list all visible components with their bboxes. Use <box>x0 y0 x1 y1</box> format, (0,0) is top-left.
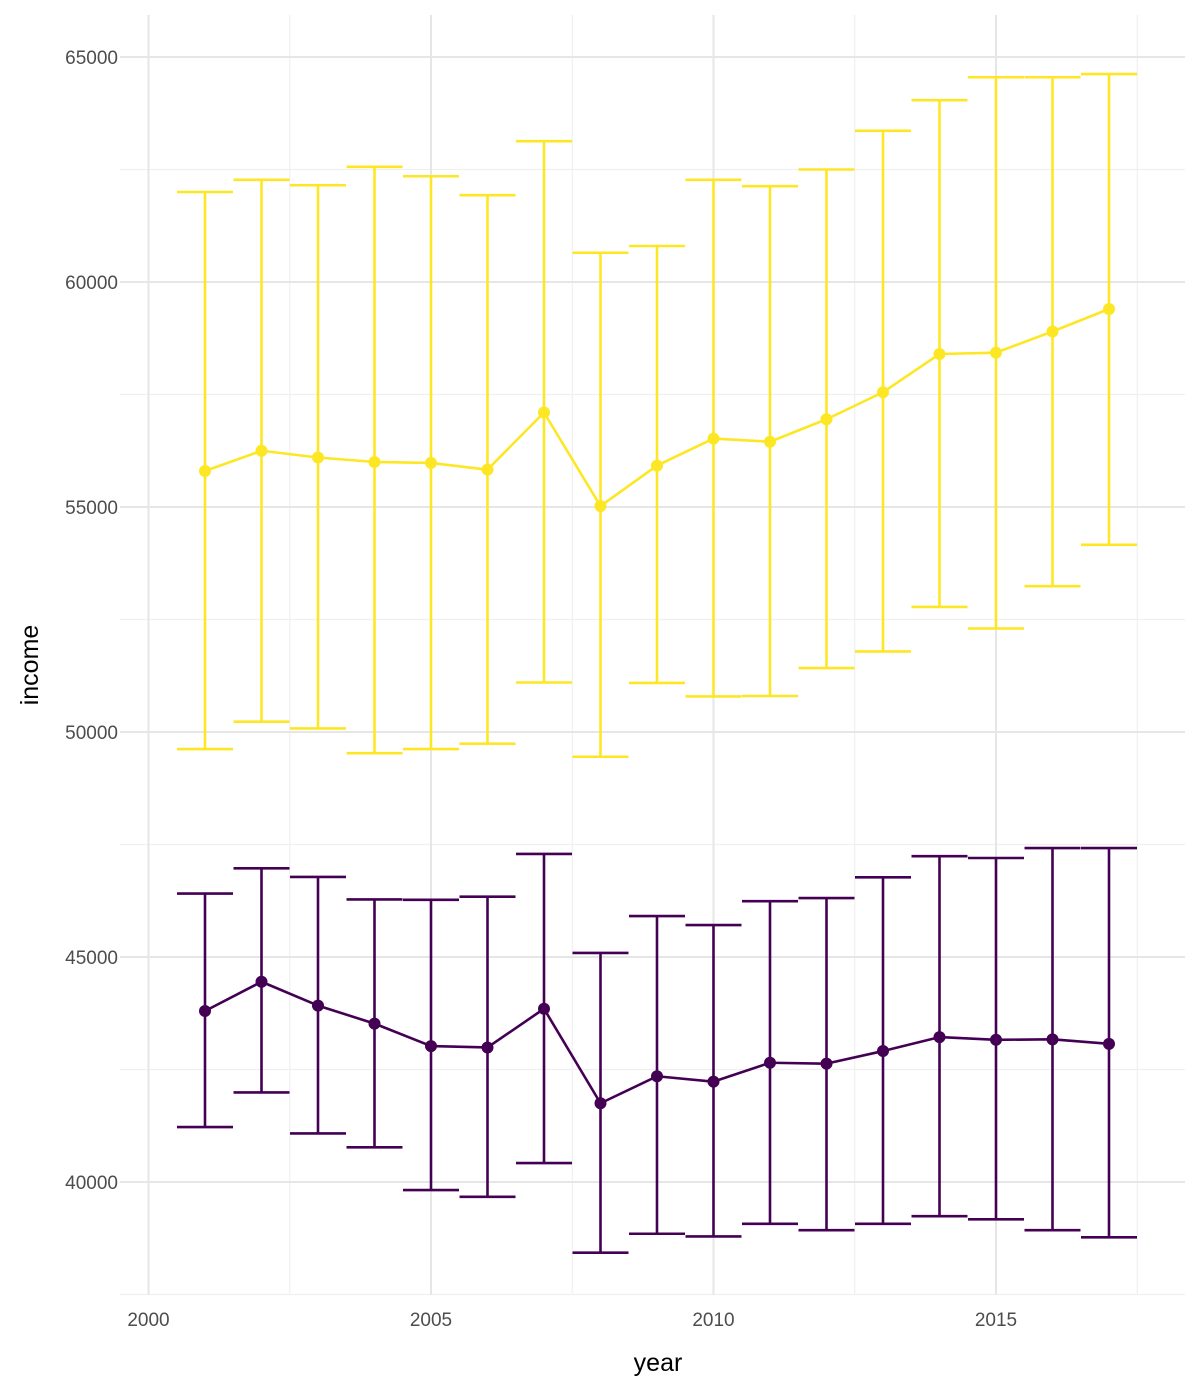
data-point <box>538 1002 550 1015</box>
data-point <box>877 386 889 399</box>
x-tick-label: 2010 <box>692 1310 734 1331</box>
data-point <box>538 406 550 419</box>
grid-layer <box>120 15 1185 1296</box>
data-point <box>594 500 607 513</box>
x-tick-label: 2000 <box>127 1310 169 1331</box>
data-point <box>707 1075 720 1088</box>
data-point <box>481 1041 494 1054</box>
data-point <box>933 348 946 360</box>
y-tick-label: 45000 <box>65 948 118 969</box>
data-layer <box>177 72 1137 1254</box>
series-1 <box>177 72 1137 759</box>
data-point <box>368 1017 381 1030</box>
data-point <box>594 1097 607 1110</box>
y-tick-label: 55000 <box>65 498 118 519</box>
data-point <box>764 435 776 448</box>
data-point <box>990 346 1002 359</box>
data-point <box>425 1040 437 1053</box>
data-point <box>820 413 833 426</box>
data-point <box>255 444 268 457</box>
x-tick-label: 2005 <box>410 1310 452 1331</box>
series-2 <box>177 846 1137 1254</box>
data-point <box>1046 1033 1059 1046</box>
data-point <box>481 463 494 476</box>
data-point <box>877 1045 889 1058</box>
x-axis-title: year <box>634 1349 683 1377</box>
data-point <box>933 1031 946 1044</box>
data-point <box>312 451 324 464</box>
data-point <box>707 432 720 445</box>
y-tick-label: 60000 <box>65 273 118 294</box>
data-point <box>1103 1037 1115 1050</box>
data-point <box>199 465 211 477</box>
y-axis-title: income <box>16 625 44 706</box>
data-point <box>651 459 663 472</box>
y-tick-label: 50000 <box>65 723 118 744</box>
data-point <box>651 1070 663 1083</box>
y-tick-label: 65000 <box>65 48 118 69</box>
data-point <box>312 999 324 1012</box>
data-point <box>199 1005 211 1017</box>
data-point <box>820 1057 833 1070</box>
data-point <box>425 456 437 469</box>
data-point <box>368 456 381 468</box>
y-tick-label: 40000 <box>65 1173 118 1194</box>
data-point <box>990 1033 1002 1046</box>
axis-layer: 2000 2005 2010 2015 40000 45000 50000 55000 6000… <box>65 48 1017 1331</box>
data-point <box>1103 303 1115 315</box>
data-point <box>764 1056 776 1069</box>
x-tick-label: 2015 <box>975 1310 1017 1331</box>
data-point <box>255 975 268 988</box>
data-point <box>1046 325 1059 338</box>
